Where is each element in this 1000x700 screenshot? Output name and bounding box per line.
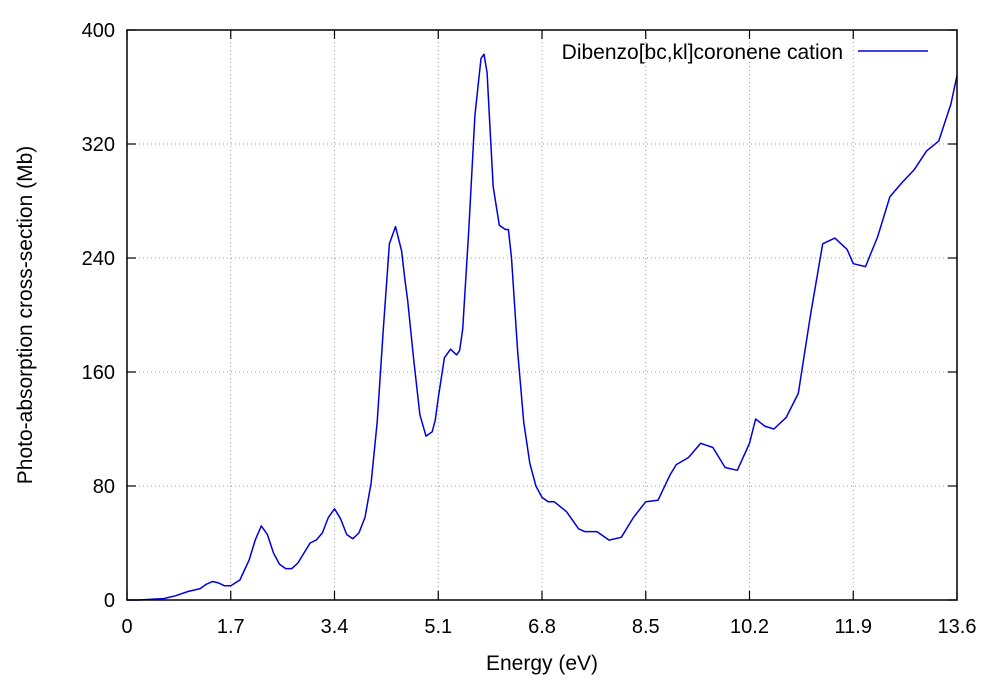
x-tick-label: 10.2 [730,616,769,638]
x-tick-label: 0 [121,616,132,638]
y-axis-label: Photo-absorption cross-section (Mb) [14,146,37,484]
series-group [127,53,958,601]
y-tick-label: 320 [82,134,115,156]
x-axis-label: Energy (eV) [486,652,598,675]
x-tick-label: 13.6 [938,616,977,638]
y-tick-label: 0 [104,590,115,612]
x-tick-label: 11.9 [835,616,872,638]
grid-lines [127,30,957,600]
y-tick-label: 400 [82,20,115,42]
x-tick-label: 6.8 [528,616,556,638]
series-line [127,53,958,601]
tick-labels: 0 1.7 3.4 5.1 6.8 8.5 10.2 11.9 13.6 0 80 160 240 320… [82,20,977,638]
x-tick-label: 5.1 [424,616,452,638]
legend: Dibenzo[bc,kl]coronene cation [562,41,928,64]
x-tick-label: 3.4 [321,616,349,638]
x-tick-label: 8.5 [632,616,660,638]
plot-frame [126,29,958,601]
y-tick-label: 160 [82,362,115,384]
y-tick-label: 80 [93,476,115,498]
y-tick-label: 240 [82,248,115,270]
legend-label: Dibenzo[bc,kl]coronene cation [562,41,843,64]
x-tick-label: 1.7 [217,616,245,638]
axis-ticks [126,29,958,601]
